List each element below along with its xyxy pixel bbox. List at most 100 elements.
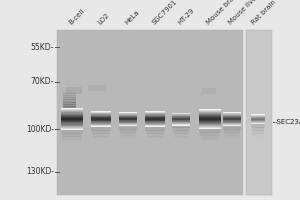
- Bar: [172, 123, 190, 124]
- Bar: [199, 118, 221, 119]
- Bar: [91, 118, 111, 119]
- Bar: [252, 129, 264, 130]
- Bar: [199, 128, 221, 129]
- Bar: [172, 127, 190, 129]
- Bar: [63, 102, 76, 105]
- Bar: [61, 126, 83, 127]
- Bar: [201, 136, 219, 138]
- Bar: [145, 126, 165, 127]
- Bar: [145, 120, 165, 121]
- Bar: [202, 138, 218, 140]
- Bar: [251, 118, 265, 119]
- Bar: [120, 130, 136, 132]
- Bar: [119, 113, 137, 114]
- Text: 100KD-: 100KD-: [26, 124, 54, 134]
- Bar: [63, 95, 76, 98]
- Bar: [174, 133, 188, 135]
- Bar: [119, 119, 137, 120]
- Bar: [62, 133, 82, 135]
- Bar: [223, 121, 241, 122]
- Bar: [172, 124, 190, 125]
- Bar: [223, 117, 241, 118]
- Bar: [66, 87, 82, 94]
- Bar: [64, 140, 80, 142]
- Bar: [61, 122, 83, 123]
- Text: Rat brain: Rat brain: [251, 0, 278, 26]
- Bar: [92, 130, 110, 132]
- Bar: [199, 120, 221, 121]
- Bar: [119, 118, 137, 119]
- Bar: [225, 134, 239, 136]
- Bar: [91, 114, 111, 115]
- Text: HeLa: HeLa: [124, 9, 140, 26]
- Bar: [146, 132, 164, 134]
- Bar: [145, 127, 165, 129]
- Bar: [199, 114, 221, 115]
- Bar: [146, 129, 165, 130]
- Bar: [199, 121, 221, 122]
- Bar: [119, 116, 137, 117]
- Bar: [251, 122, 265, 123]
- Bar: [119, 112, 137, 113]
- Bar: [200, 134, 220, 136]
- Bar: [148, 138, 162, 140]
- Bar: [223, 119, 241, 120]
- Bar: [223, 116, 241, 117]
- Bar: [253, 133, 263, 135]
- Bar: [251, 119, 265, 120]
- Bar: [223, 113, 241, 114]
- Bar: [251, 116, 265, 117]
- Bar: [172, 112, 190, 113]
- Bar: [223, 128, 241, 130]
- Bar: [119, 124, 137, 125]
- Text: 130KD-: 130KD-: [26, 167, 54, 176]
- Bar: [251, 124, 265, 126]
- Bar: [199, 126, 221, 127]
- Bar: [174, 136, 188, 138]
- Bar: [172, 120, 190, 121]
- Bar: [145, 119, 165, 120]
- Bar: [91, 121, 111, 122]
- Bar: [119, 117, 137, 118]
- Bar: [251, 123, 265, 124]
- Bar: [200, 132, 220, 134]
- Bar: [61, 111, 83, 112]
- Bar: [63, 97, 76, 99]
- Bar: [251, 115, 265, 116]
- Bar: [251, 126, 265, 128]
- Text: Mouse brain: Mouse brain: [206, 0, 240, 26]
- Bar: [61, 112, 83, 114]
- Bar: [63, 90, 76, 92]
- Text: -SEC23A: -SEC23A: [275, 119, 300, 125]
- Bar: [91, 111, 111, 112]
- Bar: [199, 122, 221, 123]
- Bar: [145, 124, 165, 125]
- Bar: [223, 120, 241, 121]
- Bar: [172, 125, 190, 126]
- Bar: [147, 136, 163, 138]
- Text: B-cell: B-cell: [68, 8, 86, 26]
- Bar: [91, 124, 111, 125]
- Bar: [88, 85, 106, 91]
- Bar: [147, 134, 163, 136]
- Bar: [119, 114, 137, 115]
- Bar: [145, 115, 165, 116]
- Bar: [61, 127, 83, 128]
- Bar: [146, 133, 164, 135]
- Bar: [91, 115, 111, 116]
- Bar: [199, 110, 221, 111]
- Bar: [225, 135, 239, 137]
- Bar: [61, 115, 83, 116]
- Bar: [91, 126, 111, 127]
- Bar: [223, 125, 241, 126]
- Bar: [91, 119, 111, 120]
- Bar: [172, 118, 190, 119]
- Bar: [224, 130, 240, 132]
- Bar: [145, 117, 165, 118]
- Bar: [201, 135, 219, 137]
- Bar: [172, 122, 190, 123]
- Bar: [199, 117, 221, 118]
- Bar: [199, 115, 221, 116]
- Bar: [121, 134, 135, 136]
- Bar: [252, 132, 264, 134]
